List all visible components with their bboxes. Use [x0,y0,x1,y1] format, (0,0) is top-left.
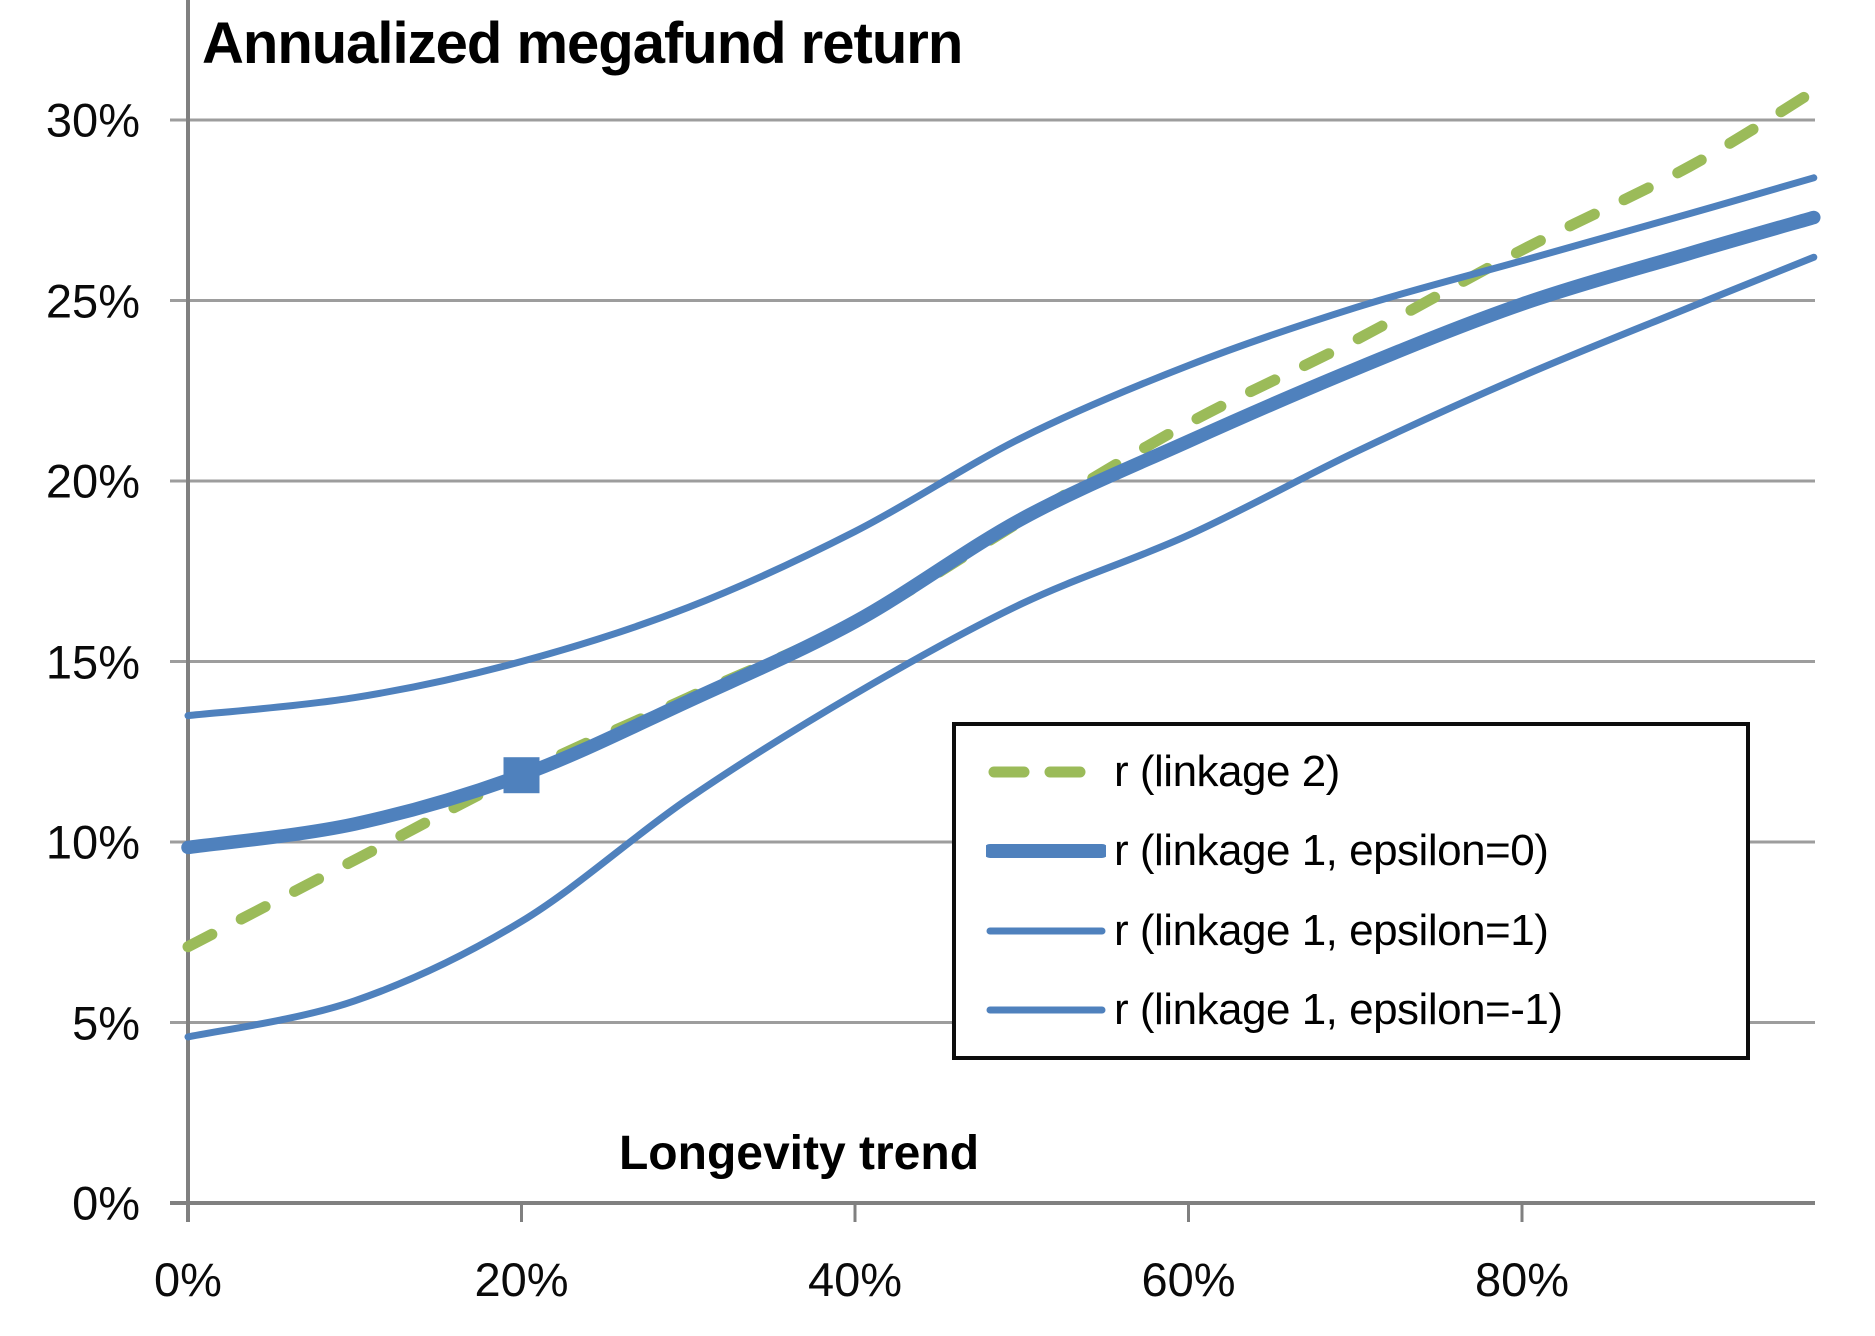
y-tick-label: 30% [45,93,140,147]
y-tick-label: 15% [45,635,140,688]
x-tick-label: 80% [1474,1253,1570,1306]
dashed-line-swatch-icon [988,766,1104,778]
x-axis-tick-labels: 0% 20% 40% 60% 80% [0,1252,1875,1312]
legend-label: r (linkage 2) [1114,746,1340,796]
x-tick-label: 40% [807,1253,903,1306]
legend-item-linkage1-eps0: r (linkage 1, epsilon=0) [986,812,1746,890]
legend-label: r (linkage 1, epsilon=1) [1114,905,1549,955]
thick-line-swatch-icon [986,844,1106,859]
thin-line-swatch-icon [986,927,1106,935]
legend-item-linkage1-eps1: r (linkage 1, epsilon=1) [986,892,1746,970]
y-tick-label: 25% [45,274,140,327]
x-tick-label: 60% [1141,1253,1236,1306]
y-tick-label: 5% [72,996,140,1049]
thin-line-swatch-icon [986,1006,1106,1014]
legend-item-linkage1-eps-1: r (linkage 1, epsilon=-1) [986,971,1746,1049]
y-tick-label: 0% [72,1176,140,1230]
series-line-4 [184,253,1818,1041]
legend-label: r (linkage 1, epsilon=0) [1114,826,1549,876]
legend: r (linkage 2) r (linkage 1, epsilon=0) r… [952,722,1750,1060]
x-tick-label: 20% [474,1253,569,1306]
chart-title: Annualized megafund return [202,11,963,76]
series-line-2 [181,210,1821,855]
highlight-marker [503,757,540,794]
series-line-3 [184,174,1818,720]
y-axis-tick-labels: 0% 5% 10% 15% 20% 25% 30% [0,0,150,1336]
y-tick-label: 10% [45,815,140,869]
x-tick-label: 0% [154,1253,222,1306]
legend-label: r (linkage 1, epsilon=-1) [1114,985,1563,1035]
y-tick-label: 20% [45,454,140,508]
x-axis-title: Longevity trend [618,1127,980,1180]
legend-item-linkage2: r (linkage 2) [986,733,1746,811]
